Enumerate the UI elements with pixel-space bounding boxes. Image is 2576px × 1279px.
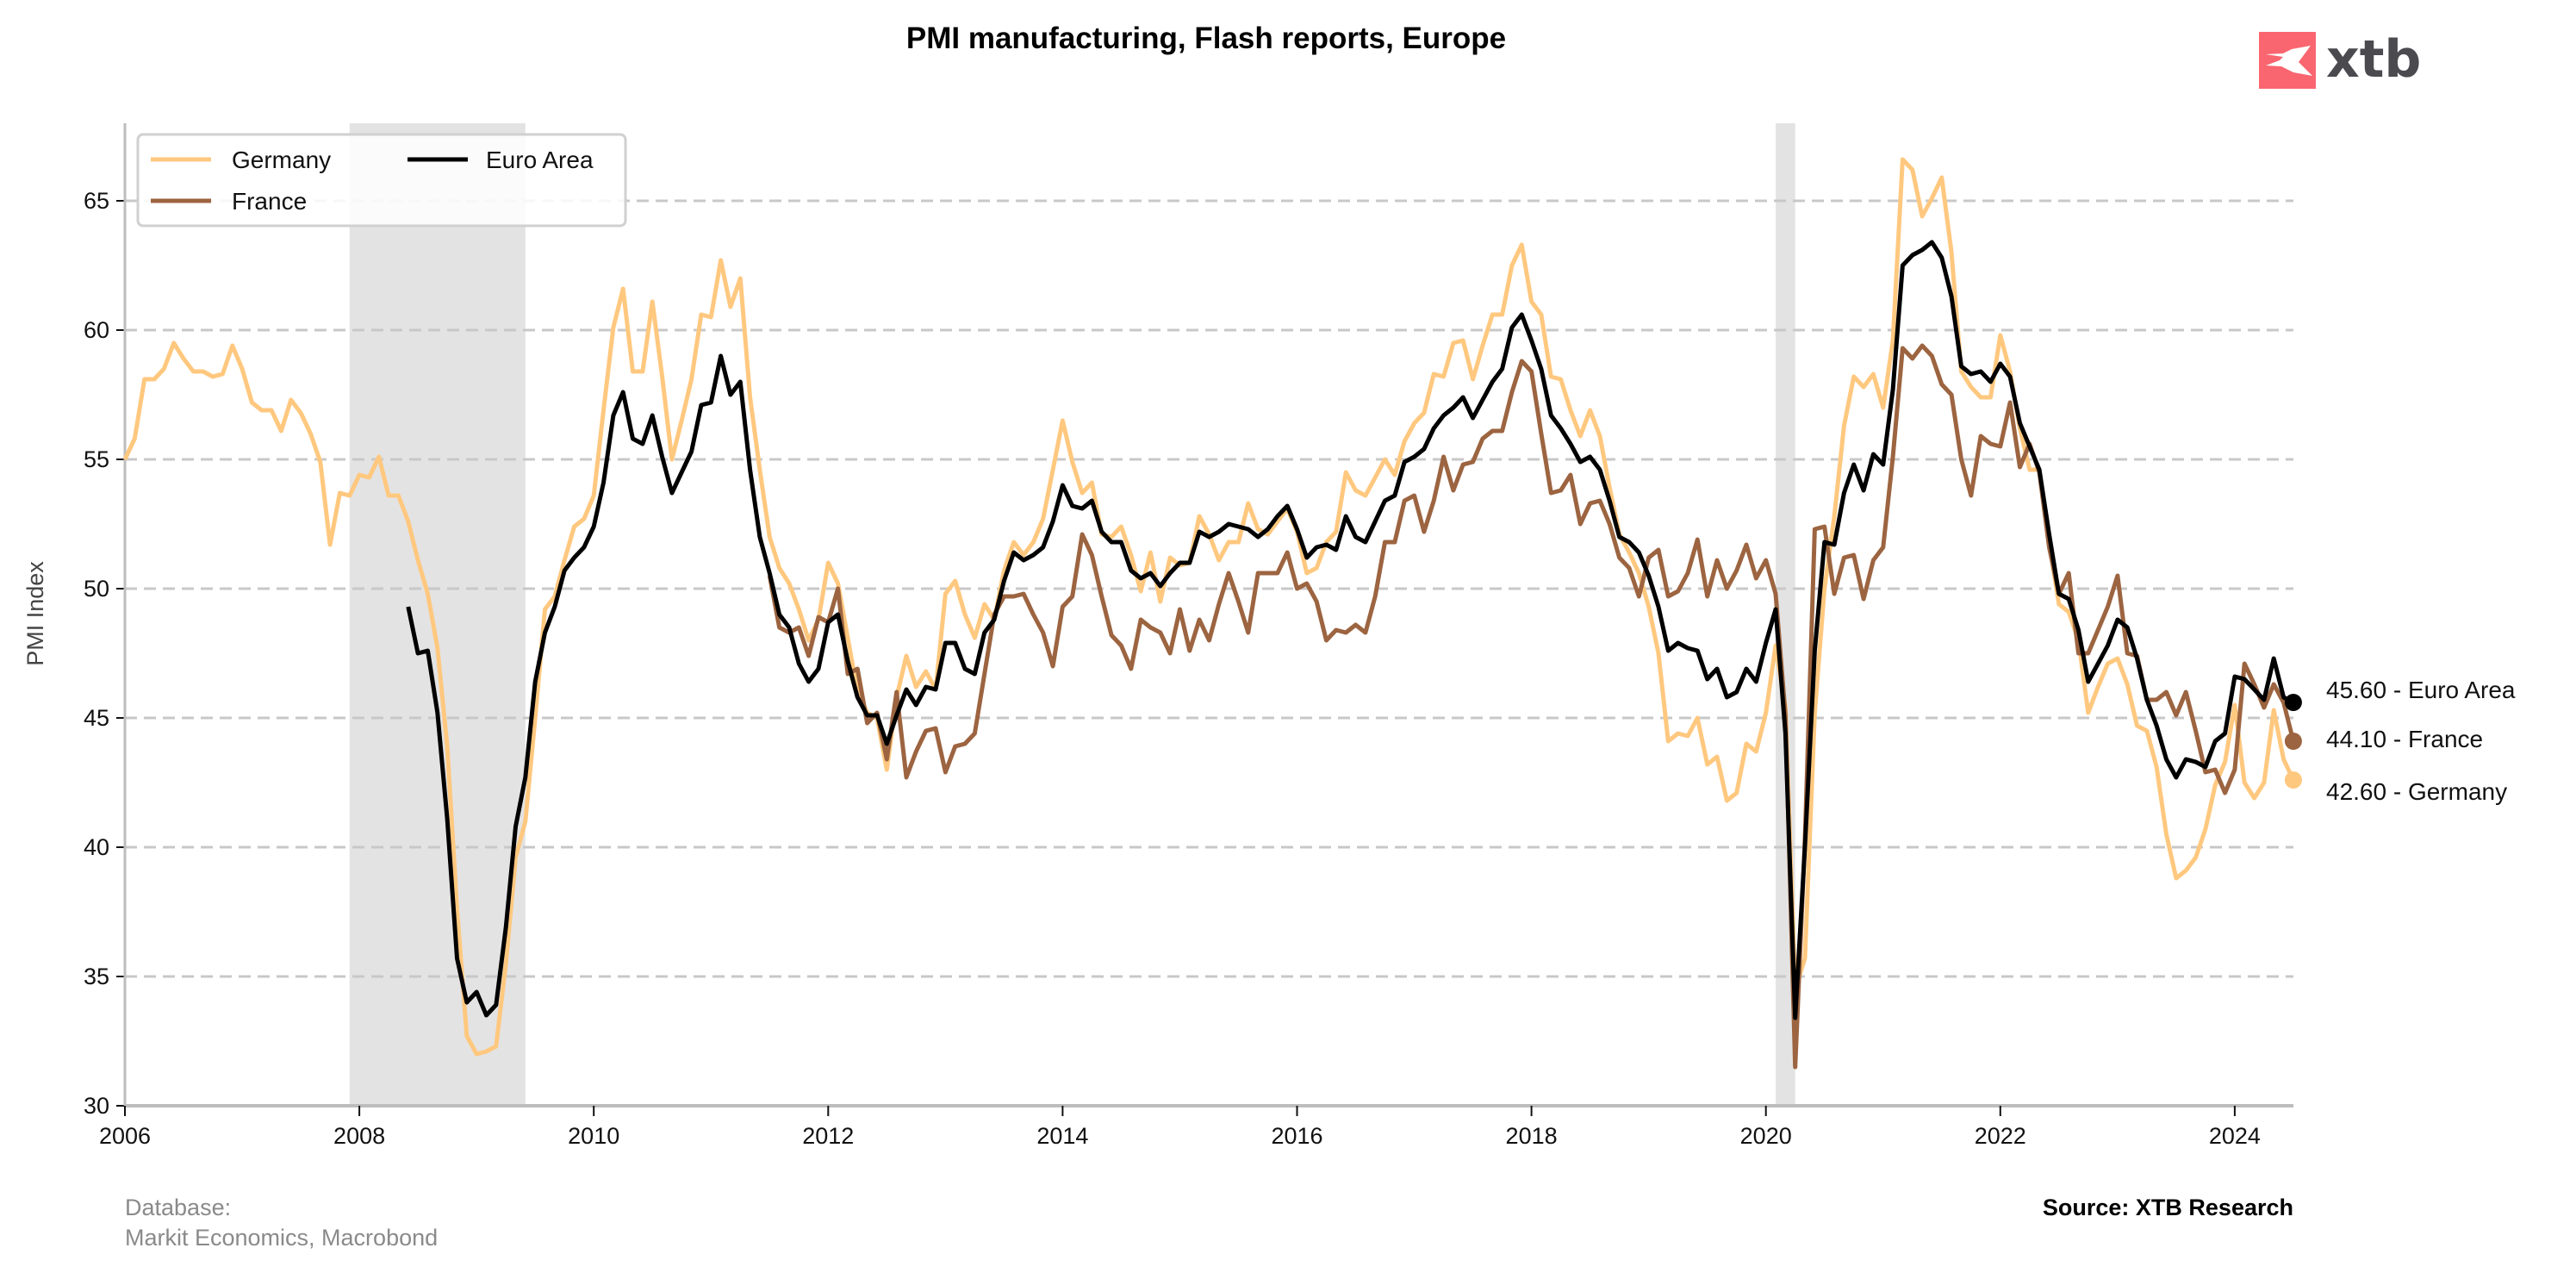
axes: 30 35 40 45 50 55 60 65 2006 2008 2010 2012 2014 2016… [84, 123, 2293, 1149]
end-label-france: 44.10 - France [2326, 726, 2483, 752]
legend-label-euro-area: Euro Area [486, 147, 594, 173]
x-tick-label: 2010 [568, 1123, 619, 1149]
x-tick-label: 2008 [333, 1123, 385, 1149]
legend-box [136, 133, 627, 228]
xtb-logo-text: xtb [2326, 29, 2421, 90]
database-label: Database: [125, 1195, 231, 1220]
y-tick-label: 30 [84, 1093, 109, 1119]
database-sources: Markit Economics, Macrobond [125, 1225, 438, 1251]
end-marker-germany [2284, 771, 2302, 789]
end-label-euro-area: 45.60 - Euro Area [2326, 677, 2516, 703]
series-line-france [767, 343, 2296, 1070]
series-lines [122, 157, 2296, 1070]
legend-label-france: France [232, 188, 307, 215]
x-tick-label: 2024 [2209, 1123, 2261, 1149]
series-line-germany [122, 157, 2296, 1057]
x-tick-label: 2018 [1506, 1123, 1558, 1149]
x-tick-label: 2006 [99, 1123, 151, 1149]
end-markers [2284, 694, 2302, 789]
chart-title: PMI manufacturing, Flash reports, Europe [906, 22, 1506, 55]
recession-shading [349, 123, 1795, 1106]
x-tick-label: 2020 [1740, 1123, 1792, 1149]
y-tick-label: 45 [84, 705, 109, 731]
xtb-logo-x-icon [2266, 46, 2312, 76]
y-tick-label: 40 [84, 834, 109, 860]
x-tick-label: 2014 [1036, 1123, 1088, 1149]
series-line-euro-area [406, 240, 2295, 1020]
end-marker-euro-area [2284, 694, 2302, 711]
xtb-logo: xtb [2259, 29, 2421, 90]
end-marker-france [2284, 733, 2302, 750]
y-tick-label: 50 [84, 576, 109, 602]
end-label-germany: 42.60 - Germany [2326, 778, 2507, 805]
source-credit: Source: XTB Research [2043, 1195, 2293, 1220]
y-tick-label: 65 [84, 188, 109, 214]
x-tick-label: 2022 [1975, 1123, 2026, 1149]
legend-label-germany: Germany [232, 147, 331, 173]
x-tick-label: 2016 [1271, 1123, 1322, 1149]
y-axis-label: PMI Index [22, 561, 48, 666]
y-tick-label: 55 [84, 446, 109, 472]
shaded-period [349, 123, 526, 1106]
y-tick-label: 60 [84, 317, 109, 343]
legend: Germany France Euro Area [136, 133, 627, 228]
y-tick-label: 35 [84, 964, 109, 989]
x-tick-label: 2012 [802, 1123, 854, 1149]
